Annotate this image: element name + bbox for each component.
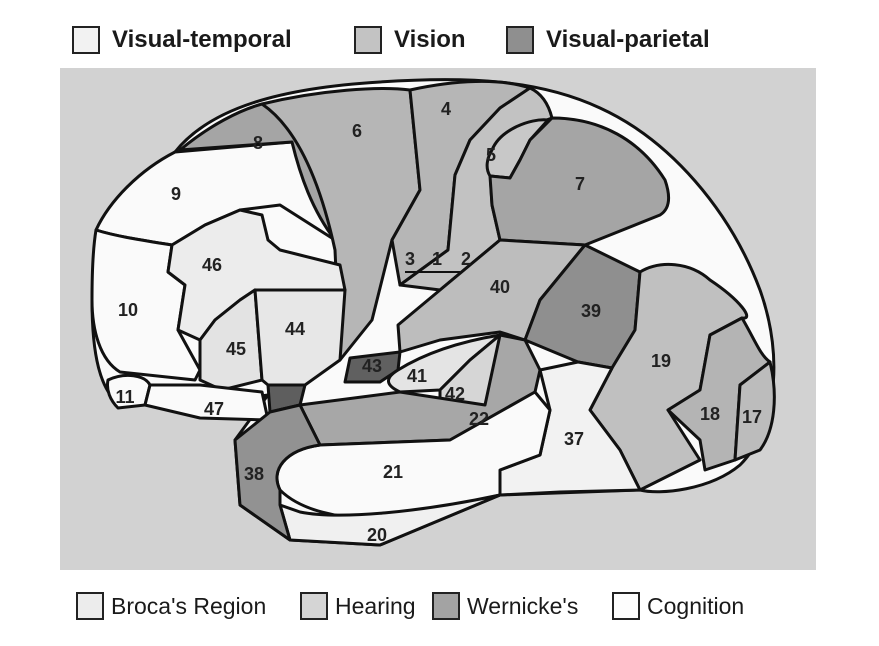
region-label-38: 38 [244, 464, 264, 484]
region-20 [278, 493, 502, 547]
region-label-42: 42 [445, 384, 465, 404]
legend-swatch-wernickes [432, 592, 460, 620]
region-label-43: 43 [362, 356, 382, 376]
brain-map: 9 8 6 4 5 7 10 46 45 44 11 47 43 41 42 2… [90, 78, 776, 547]
legend-label: Visual-parietal [546, 26, 710, 53]
region-label-6: 6 [352, 121, 362, 141]
legend-swatch-visual-parietal [506, 26, 534, 54]
legend-label: Cognition [647, 592, 745, 619]
region-label-8: 8 [253, 133, 263, 153]
legend-item-visual-parietal: Visual-parietal [506, 26, 710, 54]
region-label-1: 1 [432, 249, 442, 269]
region-label-21: 21 [383, 462, 403, 482]
legend-label: Hearing [335, 592, 416, 619]
region-label-19: 19 [651, 351, 671, 371]
region-label-9: 9 [171, 184, 181, 204]
legend-swatch-hearing [300, 592, 328, 620]
legend-item-hearing: Hearing [300, 592, 416, 620]
region-label-41: 41 [407, 366, 427, 386]
legend-swatch-visual-temporal [72, 26, 100, 54]
region-17 [733, 360, 776, 462]
region-label-4: 4 [441, 99, 451, 119]
legend-item-wernickes: Wernicke's [432, 592, 578, 620]
region-label-18: 18 [700, 404, 720, 424]
region-label-45: 45 [226, 339, 246, 359]
region-label-47: 47 [204, 399, 224, 419]
legend-top: Visual-temporal Vision Visual-parietal [0, 22, 879, 58]
region-label-37: 37 [564, 429, 584, 449]
legend-item-brocas-region: Broca's Region [76, 592, 266, 620]
legend-item-visual-temporal: Visual-temporal [72, 26, 292, 54]
region-label-46: 46 [202, 255, 222, 275]
legend-label: Wernicke's [467, 592, 579, 619]
region-label-40: 40 [490, 277, 510, 297]
region-19 [588, 262, 749, 492]
legend-label: Broca's Region [111, 592, 267, 619]
region-38 [233, 403, 322, 542]
legend-swatch-brocas-region [76, 592, 104, 620]
region-label-3: 3 [405, 249, 415, 269]
region-label-20: 20 [367, 525, 387, 545]
brain-diagram-panel: 9 8 6 4 5 7 10 46 45 44 11 47 43 41 42 2… [60, 68, 816, 570]
region-label-44: 44 [285, 319, 305, 339]
region-10 [90, 228, 202, 382]
legend-label: Vision [394, 26, 466, 53]
region-label-39: 39 [581, 301, 601, 321]
legend-swatch-vision [354, 26, 382, 54]
region-label-7: 7 [575, 174, 585, 194]
legend-swatch-cognition [612, 592, 640, 620]
region-label-22: 22 [469, 409, 489, 429]
legend-item-vision: Vision [354, 26, 466, 54]
region-6 [260, 87, 422, 362]
region-label-11: 11 [115, 387, 134, 407]
region-label-10: 10 [118, 300, 138, 320]
legend-item-cognition: Cognition [612, 592, 744, 620]
region-7 [488, 116, 671, 247]
legend-label: Visual-temporal [112, 26, 292, 53]
region-label-2: 2 [461, 249, 471, 269]
region-label-17: 17 [742, 407, 762, 427]
legend-bottom: Broca's Region Hearing Wernicke's Cognit… [0, 588, 879, 624]
region-label-5: 5 [486, 145, 496, 165]
